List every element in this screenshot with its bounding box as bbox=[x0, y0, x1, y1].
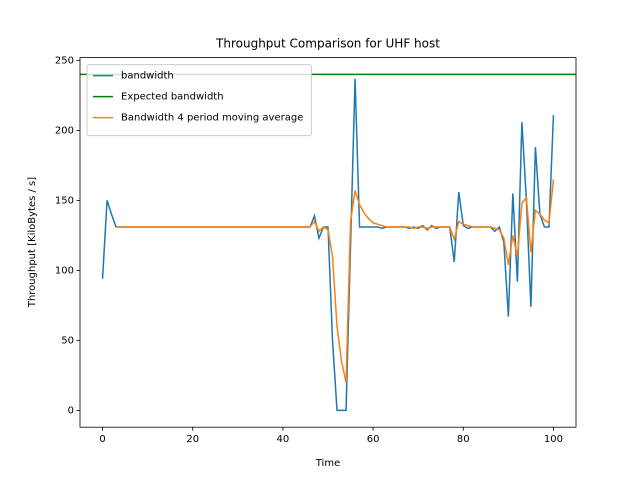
x-tick-label: 100 bbox=[544, 434, 563, 445]
legend-label: bandwidth bbox=[121, 71, 174, 82]
legend-label: Bandwidth 4 period moving average bbox=[121, 113, 303, 124]
chart-title: Throughput Comparison for UHF host bbox=[215, 37, 440, 51]
legend-label: Expected bandwidth bbox=[121, 92, 224, 103]
y-axis-label: Throughput [KiloBytes / s] bbox=[27, 177, 38, 308]
x-tick-label: 60 bbox=[367, 434, 380, 445]
y-tick-label: 150 bbox=[55, 195, 74, 206]
series-line bbox=[116, 179, 555, 383]
x-tick-label: 20 bbox=[186, 434, 199, 445]
x-tick-label: 0 bbox=[99, 434, 105, 445]
y-tick-label: 100 bbox=[55, 265, 74, 276]
x-tick-label: 80 bbox=[457, 434, 470, 445]
y-tick-label: 50 bbox=[61, 335, 74, 346]
axes-frame bbox=[79, 57, 577, 428]
y-tick-label: 250 bbox=[55, 55, 74, 66]
y-tick-label: 0 bbox=[68, 405, 74, 416]
x-tick-label: 40 bbox=[277, 434, 290, 445]
x-axis-label: Time bbox=[315, 458, 340, 469]
y-tick-label: 200 bbox=[55, 125, 74, 136]
legend-box bbox=[86, 64, 312, 137]
